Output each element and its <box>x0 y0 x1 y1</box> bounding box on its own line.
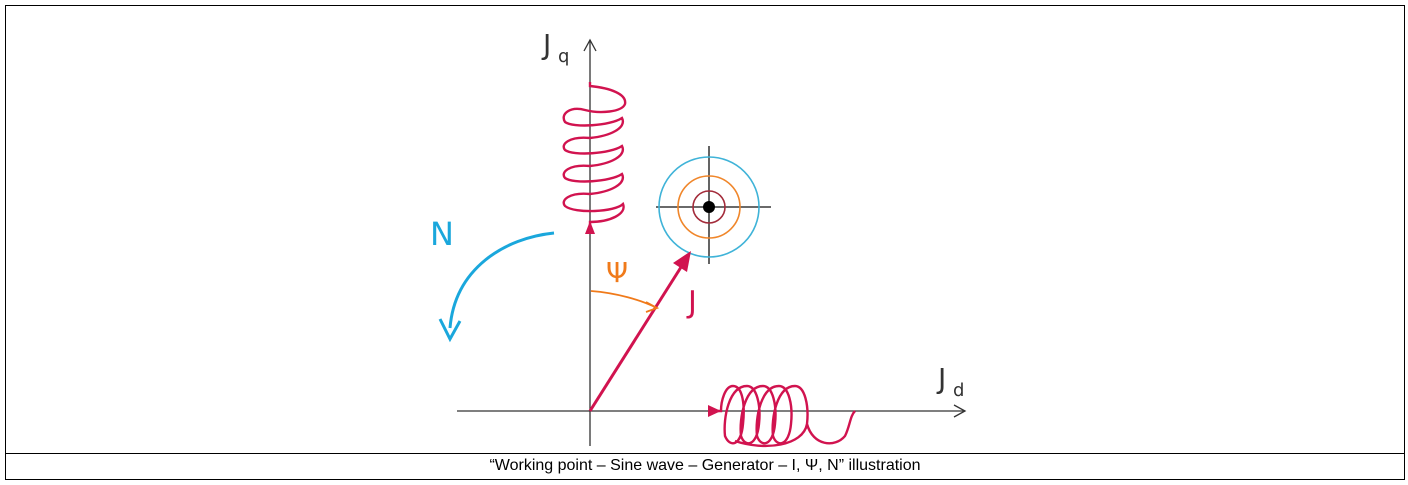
working-point-target <box>656 146 771 264</box>
d-axis-letter: J <box>936 362 946 395</box>
q-axis-subscript: q <box>558 46 569 67</box>
q-axis-arrowhead <box>583 38 597 52</box>
q-coil <box>562 82 627 228</box>
rotation-arc <box>448 231 555 329</box>
working-point-dot <box>703 201 715 213</box>
border-bottom <box>5 479 1405 480</box>
border-top <box>5 5 1405 6</box>
d-axis-label: J d <box>936 362 964 401</box>
angle-label: Ψ <box>606 256 628 289</box>
d-coil-arrow <box>708 405 721 417</box>
border-right <box>1404 5 1405 480</box>
rotation-arrowhead <box>438 318 462 343</box>
current-vector-label: J <box>686 285 697 320</box>
target-ring-inner <box>692 190 726 224</box>
current-vector-arrowhead <box>673 251 691 272</box>
d-coil <box>709 384 856 448</box>
q-axis-label: J q <box>541 28 569 67</box>
figure-frame: J q J d J Ψ <box>5 5 1405 480</box>
q-axis-letter: J <box>541 28 551 61</box>
target-ring-middle <box>677 175 741 239</box>
angle-arrowhead <box>645 301 660 313</box>
rotation-label: N <box>430 215 454 253</box>
figure-caption: “Working point – Sine wave – Generator –… <box>489 457 921 474</box>
working-point-diagram: J q J d J Ψ <box>430 28 967 448</box>
d-axis-subscript: d <box>953 380 964 401</box>
border-middle <box>5 453 1405 454</box>
q-coil-arrow <box>585 221 595 234</box>
target-ring-outer <box>658 156 760 258</box>
border-left <box>5 5 6 480</box>
current-vector-line <box>588 263 685 412</box>
d-axis-arrowhead <box>953 404 967 418</box>
angle-arc <box>590 290 658 309</box>
